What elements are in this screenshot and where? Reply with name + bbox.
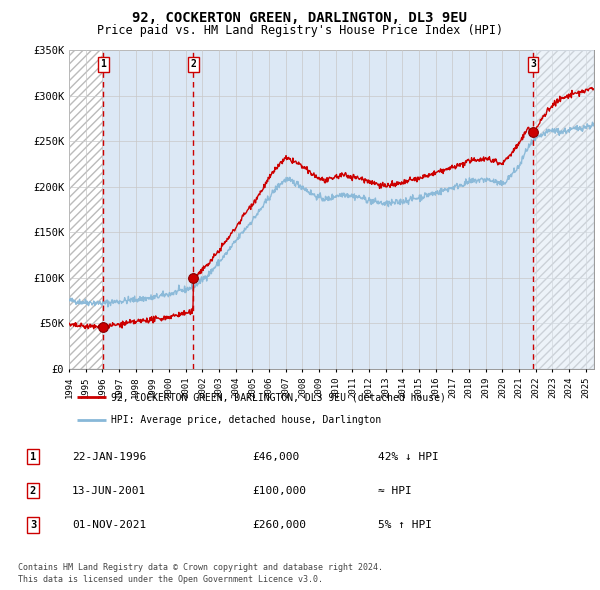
Text: 22-JAN-1996: 22-JAN-1996 — [72, 452, 146, 461]
Text: 1: 1 — [30, 452, 36, 461]
Text: £46,000: £46,000 — [252, 452, 299, 461]
Text: 01-NOV-2021: 01-NOV-2021 — [72, 520, 146, 530]
Text: £260,000: £260,000 — [252, 520, 306, 530]
Text: HPI: Average price, detached house, Darlington: HPI: Average price, detached house, Darl… — [111, 415, 381, 425]
Text: 3: 3 — [30, 520, 36, 530]
Text: 5% ↑ HPI: 5% ↑ HPI — [378, 520, 432, 530]
Bar — [193, 50, 533, 369]
Text: 13-JUN-2001: 13-JUN-2001 — [72, 486, 146, 496]
Text: £100,000: £100,000 — [252, 486, 306, 496]
Text: 1: 1 — [100, 60, 106, 70]
Text: ≈ HPI: ≈ HPI — [378, 486, 412, 496]
Text: This data is licensed under the Open Government Licence v3.0.: This data is licensed under the Open Gov… — [18, 575, 323, 584]
Text: 2: 2 — [190, 60, 196, 70]
Text: 92, COCKERTON GREEN, DARLINGTON, DL3 9EU: 92, COCKERTON GREEN, DARLINGTON, DL3 9EU — [133, 11, 467, 25]
Text: 2: 2 — [30, 486, 36, 496]
Text: 42% ↓ HPI: 42% ↓ HPI — [378, 452, 439, 461]
Text: 3: 3 — [530, 60, 536, 70]
Bar — [533, 50, 594, 369]
Bar — [103, 50, 193, 369]
Text: Contains HM Land Registry data © Crown copyright and database right 2024.: Contains HM Land Registry data © Crown c… — [18, 563, 383, 572]
Text: Price paid vs. HM Land Registry's House Price Index (HPI): Price paid vs. HM Land Registry's House … — [97, 24, 503, 37]
Text: 92, COCKERTON GREEN, DARLINGTON, DL3 9EU (detached house): 92, COCKERTON GREEN, DARLINGTON, DL3 9EU… — [111, 392, 446, 402]
